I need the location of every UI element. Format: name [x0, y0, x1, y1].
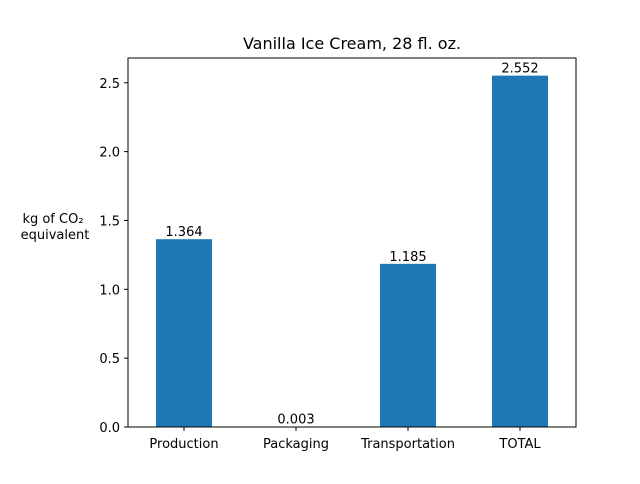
y-tick-label-3: 1.5 — [99, 214, 120, 229]
y-tick-label-2: 1.0 — [99, 283, 120, 298]
y-tick-label-5: 2.5 — [99, 77, 120, 92]
y-tick-label-4: 2.0 — [99, 146, 120, 161]
data-labels-group: 1.364 0.003 1.185 2.552 — [165, 62, 538, 428]
x-tick-label-transportation: Transportation — [360, 437, 455, 452]
y-tick-label-0: 0.0 — [99, 421, 120, 436]
bars-group — [156, 76, 548, 427]
x-tick-label-production: Production — [149, 437, 218, 452]
bar-transportation — [380, 264, 436, 427]
y-axis-label-line-2: equivalent — [21, 228, 90, 243]
chart-title: Vanilla Ice Cream, 28 fl. oz. — [243, 34, 461, 53]
y-tick-label-1: 0.5 — [99, 352, 120, 367]
bar-total — [492, 76, 548, 427]
data-label-total: 2.552 — [501, 62, 538, 77]
x-tick-label-total: TOTAL — [498, 437, 541, 452]
data-label-transportation: 1.185 — [389, 250, 426, 265]
y-axis-ticks: 0.0 0.5 1.0 1.5 2.0 2.5 — [99, 77, 128, 436]
x-axis-ticks: Production Packaging Transportation TOTAL — [149, 427, 541, 452]
y-axis-label-line-1: kg of CO₂ — [22, 212, 83, 227]
data-label-production: 1.364 — [165, 225, 202, 240]
bar-production — [156, 239, 212, 427]
x-tick-label-packaging: Packaging — [263, 437, 329, 452]
data-label-packaging: 0.003 — [277, 413, 314, 428]
